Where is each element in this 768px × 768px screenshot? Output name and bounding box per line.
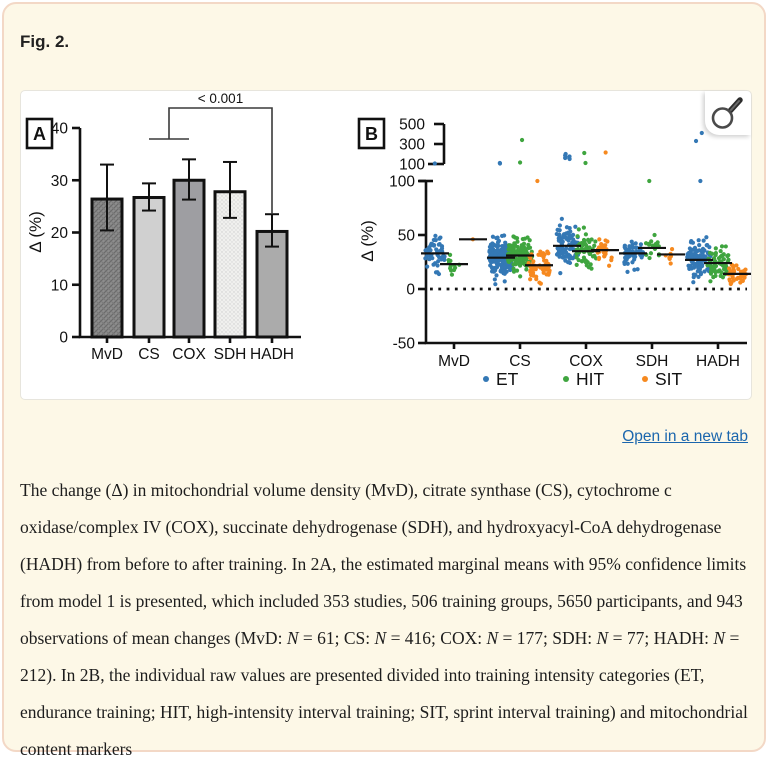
svg-text:300: 300 (399, 137, 425, 154)
svg-text:MvD: MvD (438, 353, 470, 370)
svg-text:HADH: HADH (250, 346, 294, 363)
significance-bracket: < 0.001 (149, 91, 273, 214)
svg-text:30: 30 (51, 173, 69, 190)
svg-text:Δ (%): Δ (%) (26, 211, 45, 253)
svg-text:0: 0 (406, 282, 415, 299)
svg-text:SDH: SDH (636, 353, 669, 370)
panel-b: B 500 300 100 -50 0 50 100 Δ (%) MvD CS COX SDH HADH E… (357, 117, 751, 389)
panel-b-median-lines (421, 238, 751, 275)
zoom-figure-button[interactable] (705, 91, 751, 135)
svg-text:< 0.001: < 0.001 (198, 91, 243, 106)
svg-text:B: B (365, 124, 378, 144)
svg-text:CS: CS (509, 353, 531, 370)
svg-text:40: 40 (51, 121, 69, 138)
panel-b-legend: ET HIT SIT (483, 369, 683, 389)
svg-text:HIT: HIT (576, 369, 605, 389)
figure-panel[interactable]: A 0 10 20 30 40 Δ (%) MvD CS COX SDH HADH < 0.001 B 50… (20, 90, 752, 400)
open-in-new-tab-link[interactable]: Open in a new tab (622, 428, 748, 445)
svg-text:-50: -50 (393, 336, 416, 353)
svg-text:20: 20 (51, 225, 69, 242)
svg-text:MvD: MvD (91, 346, 123, 363)
svg-text:COX: COX (172, 346, 206, 363)
svg-text:ET: ET (496, 369, 519, 389)
svg-text:COX: COX (569, 353, 603, 370)
svg-text:100: 100 (389, 174, 415, 191)
svg-text:Δ (%): Δ (%) (358, 220, 377, 262)
panel-a: A 0 10 20 30 40 Δ (%) MvD CS COX SDH HADH < 0.001 (25, 91, 301, 363)
svg-text:CS: CS (138, 346, 160, 363)
figure-label: Fig. 2. (20, 32, 70, 51)
svg-text:50: 50 (398, 228, 416, 245)
svg-text:HADH: HADH (696, 353, 740, 370)
panel-b-swarm-points (423, 130, 748, 287)
figure-caption: The change (Δ) in mitochondrial volume d… (20, 480, 748, 759)
magnifier-icon (711, 97, 743, 129)
svg-text:0: 0 (59, 330, 68, 347)
svg-text:SDH: SDH (214, 346, 247, 363)
svg-text:A: A (33, 124, 46, 144)
svg-text:10: 10 (51, 277, 69, 294)
svg-text:SIT: SIT (655, 369, 683, 389)
svg-text:500: 500 (399, 117, 425, 134)
svg-text:100: 100 (399, 157, 425, 174)
